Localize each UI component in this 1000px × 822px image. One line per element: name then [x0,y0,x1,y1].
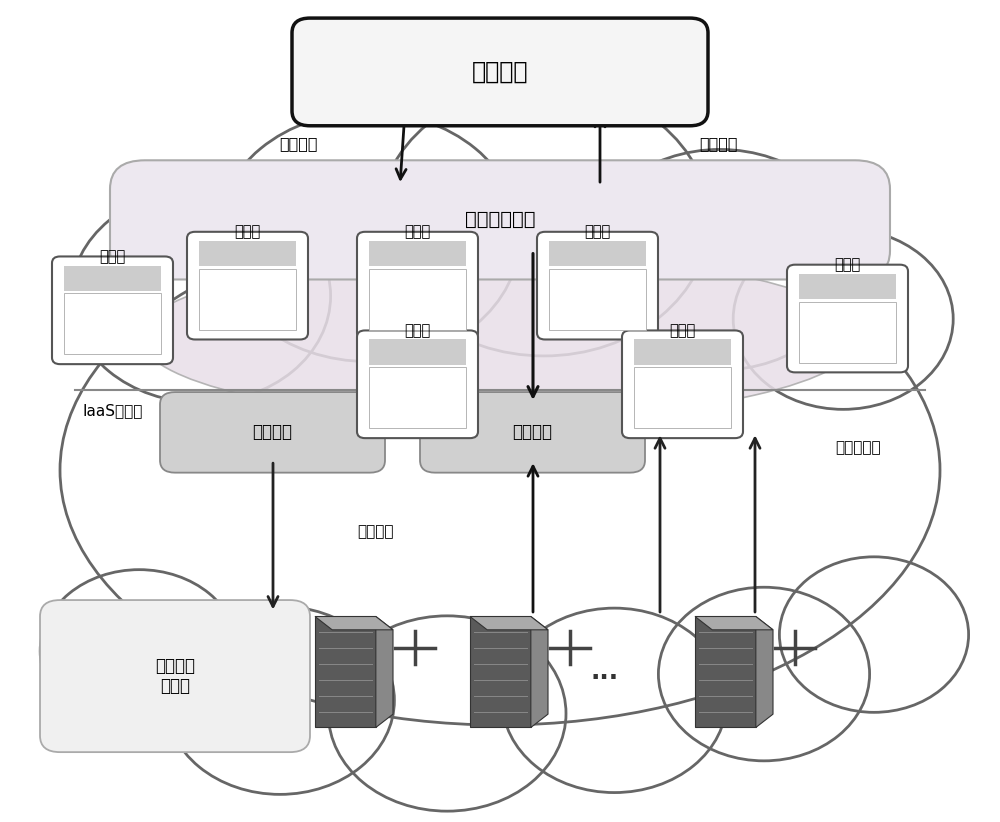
Circle shape [71,189,331,403]
Text: 服务器: 服务器 [404,224,431,239]
Text: IaaS提供商: IaaS提供商 [82,404,142,418]
FancyBboxPatch shape [187,232,308,339]
Text: 服务器: 服务器 [234,224,261,239]
FancyBboxPatch shape [622,330,743,438]
Circle shape [658,587,870,761]
FancyBboxPatch shape [315,616,376,727]
FancyBboxPatch shape [357,330,478,438]
Bar [64,293,161,354]
Text: 资源分配: 资源分配 [252,423,292,441]
Bar [369,269,466,330]
FancyBboxPatch shape [160,392,385,473]
Bar [369,367,466,428]
Bar [634,339,731,365]
Text: 请求响应: 请求响应 [699,136,737,151]
Bar [64,266,161,291]
Text: 服务器资源: 服务器资源 [835,441,881,455]
FancyBboxPatch shape [537,232,658,339]
Circle shape [379,85,709,356]
FancyBboxPatch shape [40,600,310,752]
Circle shape [40,570,238,732]
Bar [549,241,646,266]
Bar [634,367,731,428]
Bar [199,269,296,330]
FancyBboxPatch shape [292,18,708,126]
Text: 服务器: 服务器 [669,323,696,338]
Ellipse shape [140,255,860,419]
FancyBboxPatch shape [470,616,531,727]
Bar [549,269,646,330]
Text: 服务访问接口: 服务访问接口 [465,210,535,229]
Polygon shape [470,616,548,630]
Text: 服务器: 服务器 [834,257,861,272]
Text: 终端用户: 终端用户 [472,60,528,84]
Text: 实时监控: 实时监控 [512,423,552,441]
Text: 分配方案: 分配方案 [357,524,394,539]
Polygon shape [756,616,773,727]
Polygon shape [531,616,548,727]
Bar [199,241,296,266]
Polygon shape [315,616,393,630]
Text: 访问请求: 访问请求 [279,136,317,151]
Text: 服务器: 服务器 [584,224,611,239]
FancyBboxPatch shape [787,265,908,372]
Bar [799,274,896,299]
Bar [799,302,896,363]
Polygon shape [376,616,393,727]
Circle shape [586,150,854,370]
FancyBboxPatch shape [52,256,173,364]
Text: 服务器: 服务器 [99,249,126,264]
FancyBboxPatch shape [357,232,478,339]
Circle shape [502,608,727,792]
FancyBboxPatch shape [420,392,645,473]
Ellipse shape [60,215,940,725]
Circle shape [216,112,520,362]
Circle shape [733,229,953,409]
FancyBboxPatch shape [110,160,890,279]
Text: 数据中心
资源池: 数据中心 资源池 [155,657,195,695]
Polygon shape [695,616,773,630]
Text: ...: ... [591,660,619,684]
Circle shape [166,607,394,794]
FancyBboxPatch shape [695,616,756,727]
Circle shape [328,616,566,811]
Text: 服务器: 服务器 [404,323,431,338]
Circle shape [779,556,969,713]
Bar [369,241,466,266]
Bar [369,339,466,365]
